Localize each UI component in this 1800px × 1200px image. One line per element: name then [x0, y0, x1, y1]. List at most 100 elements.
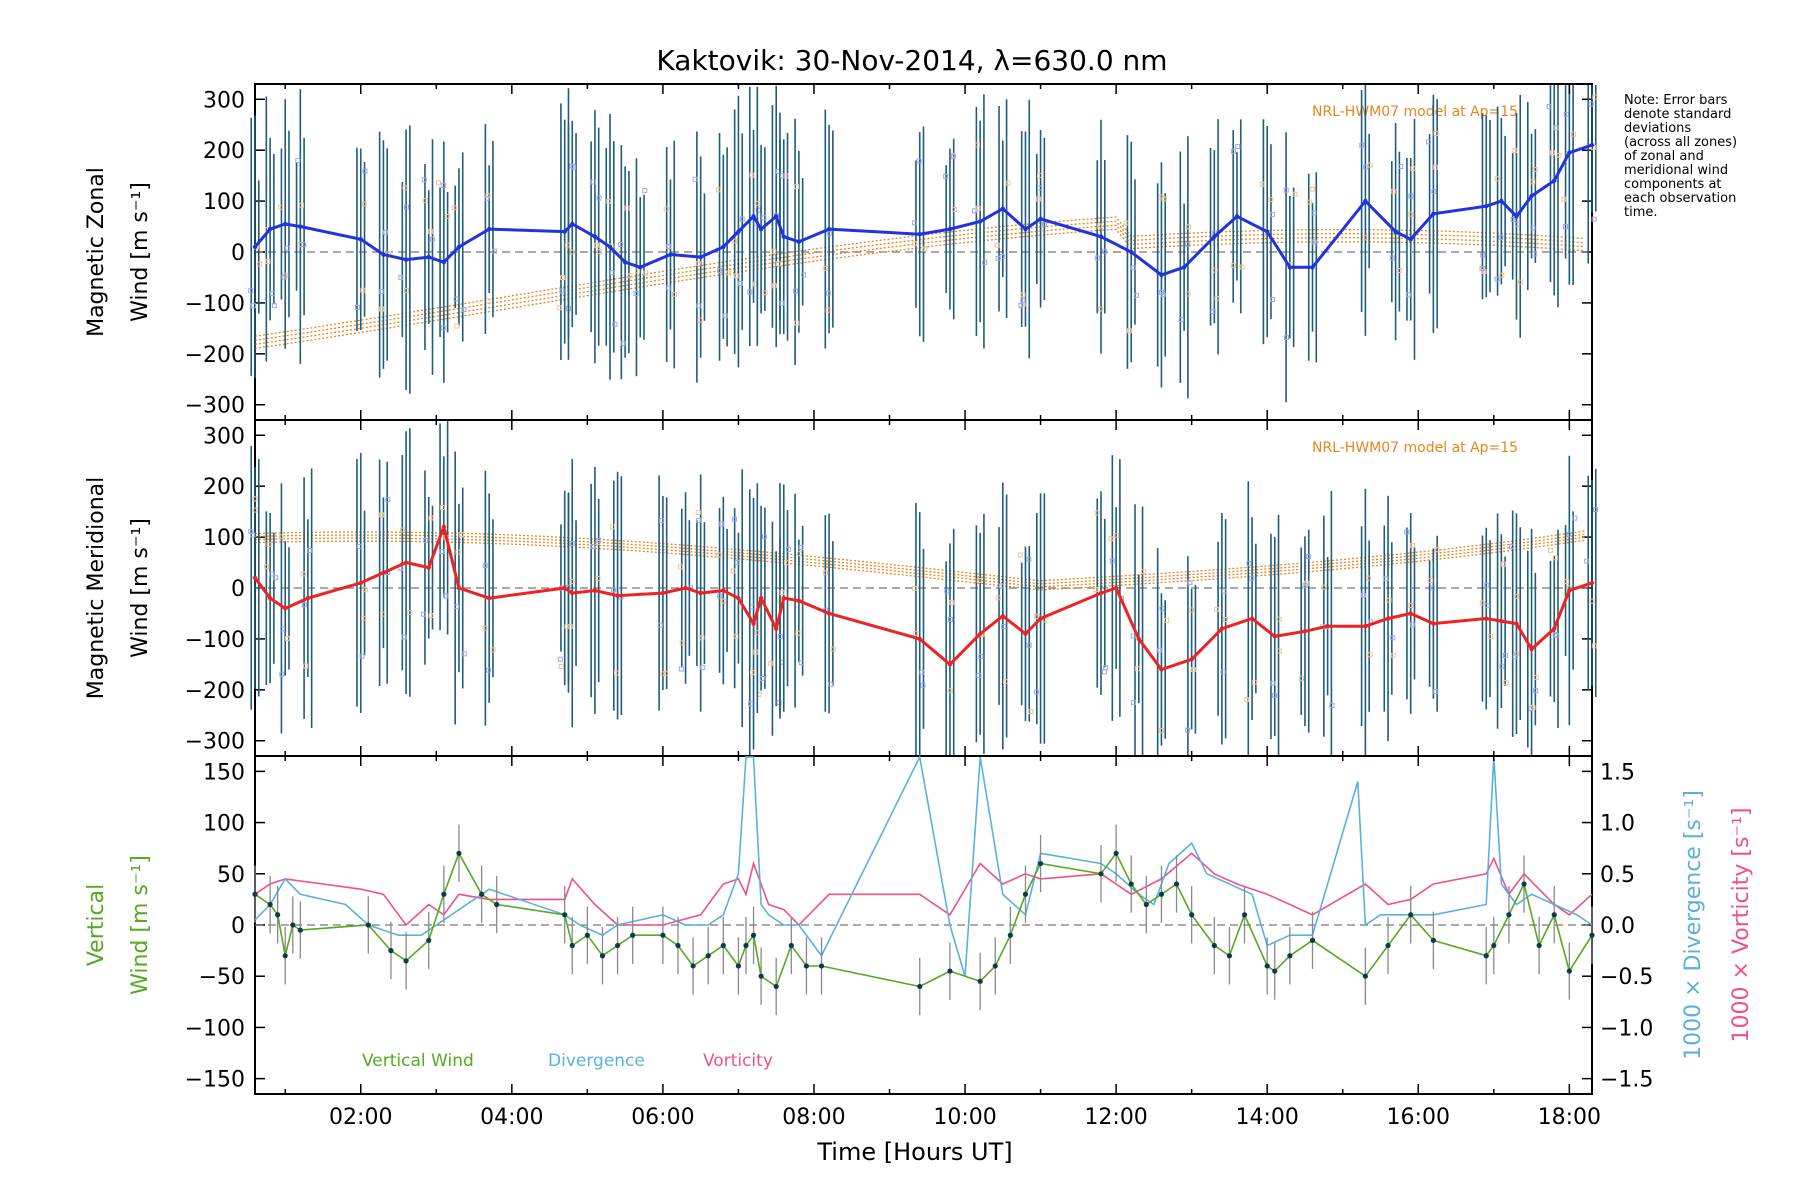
wind-point — [1589, 580, 1595, 586]
zone-sample — [1190, 667, 1196, 673]
zone-sample — [776, 700, 782, 706]
zone-sample — [269, 571, 275, 577]
zone-sample — [1017, 552, 1023, 558]
zone-sample — [944, 588, 950, 594]
zone-sample — [1020, 297, 1026, 303]
right-tick-label: 1.5 — [1600, 760, 1635, 785]
zone-sample — [1005, 180, 1011, 186]
zone-sample — [362, 168, 368, 174]
zone-sample — [771, 283, 777, 289]
vertical-wind-point — [584, 932, 590, 938]
zonal-y-title-line2: Wind [m s⁻¹] — [128, 182, 153, 322]
zone-sample — [427, 229, 433, 235]
zone-sample — [952, 206, 958, 212]
zone-sample — [1589, 598, 1595, 604]
zone-sample — [1133, 292, 1139, 298]
zonal-data-layer — [248, 85, 1598, 403]
zone-sample — [1593, 507, 1599, 513]
wind-point — [660, 590, 666, 596]
wind-point — [381, 252, 386, 257]
zone-sample — [485, 192, 491, 198]
meridional-data-layer — [248, 421, 1599, 755]
zone-sample — [428, 515, 434, 521]
x-tick-label: 16:00 — [1387, 1105, 1450, 1130]
vertical-wind-point — [1143, 901, 1149, 908]
vertical-wind-point — [267, 901, 273, 908]
wind-point — [721, 588, 726, 593]
zone-sample — [913, 630, 919, 636]
zone-sample — [1131, 265, 1137, 271]
zone-sample — [730, 568, 736, 574]
zone-sample — [252, 507, 258, 513]
wind-point — [358, 580, 363, 586]
zone-sample — [1028, 709, 1034, 715]
zone-sample — [1252, 679, 1258, 685]
wind-point — [947, 662, 953, 667]
zone-sample — [1499, 272, 1505, 278]
zone-sample — [826, 231, 832, 237]
zone-sample — [1530, 705, 1536, 711]
zone-sample — [556, 305, 562, 311]
zone-sample — [916, 158, 922, 164]
wind-point — [758, 226, 764, 232]
zone-sample — [1161, 196, 1167, 202]
zone-sample — [1189, 607, 1195, 613]
wind-point — [1023, 226, 1028, 232]
zone-sample — [1283, 334, 1289, 340]
right-tick-label: −1.5 — [1600, 1068, 1653, 1093]
zone-sample — [922, 246, 928, 252]
zone-sample — [441, 182, 447, 188]
zone-sample — [1566, 531, 1572, 537]
zone-sample — [1214, 296, 1220, 302]
zone-sample — [455, 549, 461, 555]
zone-sample — [1518, 279, 1524, 285]
zone-sample — [444, 213, 450, 219]
wind-point — [683, 585, 688, 591]
zone-sample — [1592, 94, 1598, 100]
zone-sample — [421, 177, 427, 183]
zone-sample — [356, 543, 362, 549]
x-axis-ticks: 02:00 04:00 06:00 08:00 10:00 12:00 14:00 16:00… — [284, 84, 1601, 1130]
zone-sample — [994, 242, 1000, 248]
zone-sample — [360, 287, 366, 293]
vertical-wind-point — [290, 922, 296, 928]
vorticity-line — [254, 852, 1593, 927]
zone-sample — [1480, 252, 1486, 258]
zone-sample — [1307, 199, 1313, 205]
zone-sample — [485, 298, 491, 304]
wind-point — [1038, 616, 1043, 621]
zone-sample — [976, 672, 982, 678]
zone-sample — [1563, 111, 1569, 117]
wind-point — [1113, 585, 1119, 591]
wind-point — [1552, 178, 1557, 183]
vertical-wind-point — [705, 953, 711, 959]
x-tick-label: 14:00 — [1235, 1105, 1298, 1130]
wind-point — [562, 585, 567, 591]
zone-sample — [595, 539, 601, 545]
wind-point — [615, 593, 620, 598]
zone-sample — [1389, 255, 1395, 261]
zone-sample — [974, 142, 980, 148]
zone-sample — [1425, 139, 1431, 145]
zone-sample — [794, 320, 800, 326]
zone-sample — [451, 205, 457, 211]
zone-sample — [1390, 188, 1396, 194]
x-axis-title: Time [Hours UT] — [816, 1138, 1012, 1166]
zone-sample — [1531, 251, 1537, 257]
zone-sample — [1272, 692, 1278, 698]
zone-sample — [697, 317, 703, 323]
zone-sample — [1123, 220, 1129, 226]
vertical-wind-point — [456, 850, 462, 856]
y-tick-label: −100 — [185, 628, 245, 653]
zone-sample — [1588, 101, 1594, 107]
vertical-wind-point — [690, 963, 696, 969]
zone-sample — [1386, 597, 1392, 603]
model-curve — [254, 530, 1585, 582]
chart-title: Kaktovik: 30-Nov-2014, λ=630.0 nm — [656, 44, 1167, 77]
meridional-model-label: NRL-HWM07 model at Ap=15 — [1312, 440, 1518, 456]
zone-sample — [679, 640, 685, 646]
wind-point — [698, 590, 703, 596]
zone-sample — [1408, 193, 1414, 199]
zone-sample — [569, 541, 575, 547]
zone-sample — [798, 660, 804, 666]
